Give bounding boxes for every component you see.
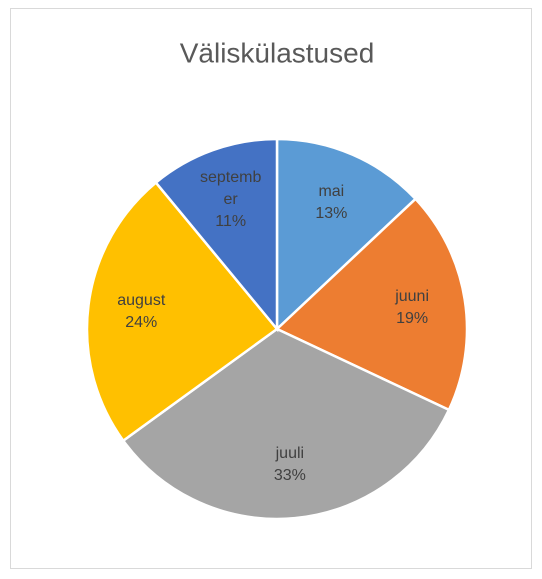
value-label: 13% <box>315 205 348 223</box>
pie-slice <box>121 327 451 521</box>
value-label: 24% <box>125 313 158 331</box>
pie-slice <box>85 180 279 443</box>
pie-slice <box>274 197 469 412</box>
category-label: juuli <box>275 445 305 463</box>
value-label: 19% <box>396 309 429 327</box>
value-label: 33% <box>273 467 306 485</box>
category-label: august <box>117 291 166 309</box>
data-label: juuli 33% <box>258 443 322 487</box>
category-label: mai <box>318 183 345 201</box>
chart-title: Väliskülastused <box>180 37 375 68</box>
category-label: juuni <box>395 287 430 305</box>
data-label: september 11% <box>199 167 263 233</box>
pie-slice <box>275 137 418 332</box>
category-label: september <box>199 169 262 209</box>
data-label: juuni 19% <box>380 286 444 330</box>
data-label: mai 13% <box>299 181 363 225</box>
data-label: august 24% <box>109 290 173 334</box>
pie-slice <box>154 137 279 333</box>
value-label: 11% <box>215 213 247 231</box>
